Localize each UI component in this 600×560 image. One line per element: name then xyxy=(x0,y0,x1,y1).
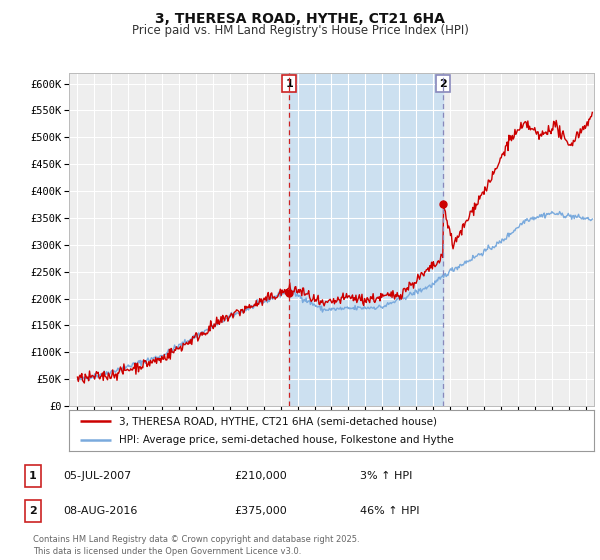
Text: 2: 2 xyxy=(439,78,447,88)
Text: Price paid vs. HM Land Registry's House Price Index (HPI): Price paid vs. HM Land Registry's House … xyxy=(131,24,469,36)
Text: HPI: Average price, semi-detached house, Folkestone and Hythe: HPI: Average price, semi-detached house,… xyxy=(119,435,454,445)
Bar xyxy=(289,73,443,406)
Text: £375,000: £375,000 xyxy=(234,506,287,516)
Text: £210,000: £210,000 xyxy=(234,471,287,481)
Text: 3, THERESA ROAD, HYTHE, CT21 6HA: 3, THERESA ROAD, HYTHE, CT21 6HA xyxy=(155,12,445,26)
Text: 46% ↑ HPI: 46% ↑ HPI xyxy=(360,506,419,516)
Text: 1: 1 xyxy=(29,471,37,481)
Text: 3, THERESA ROAD, HYTHE, CT21 6HA (semi-detached house): 3, THERESA ROAD, HYTHE, CT21 6HA (semi-d… xyxy=(119,417,437,426)
Text: 3% ↑ HPI: 3% ↑ HPI xyxy=(360,471,412,481)
Text: 2: 2 xyxy=(29,506,37,516)
Text: Contains HM Land Registry data © Crown copyright and database right 2025.
This d: Contains HM Land Registry data © Crown c… xyxy=(33,535,359,556)
Text: 05-JUL-2007: 05-JUL-2007 xyxy=(63,471,131,481)
Text: 08-AUG-2016: 08-AUG-2016 xyxy=(63,506,137,516)
Text: 1: 1 xyxy=(286,78,293,88)
